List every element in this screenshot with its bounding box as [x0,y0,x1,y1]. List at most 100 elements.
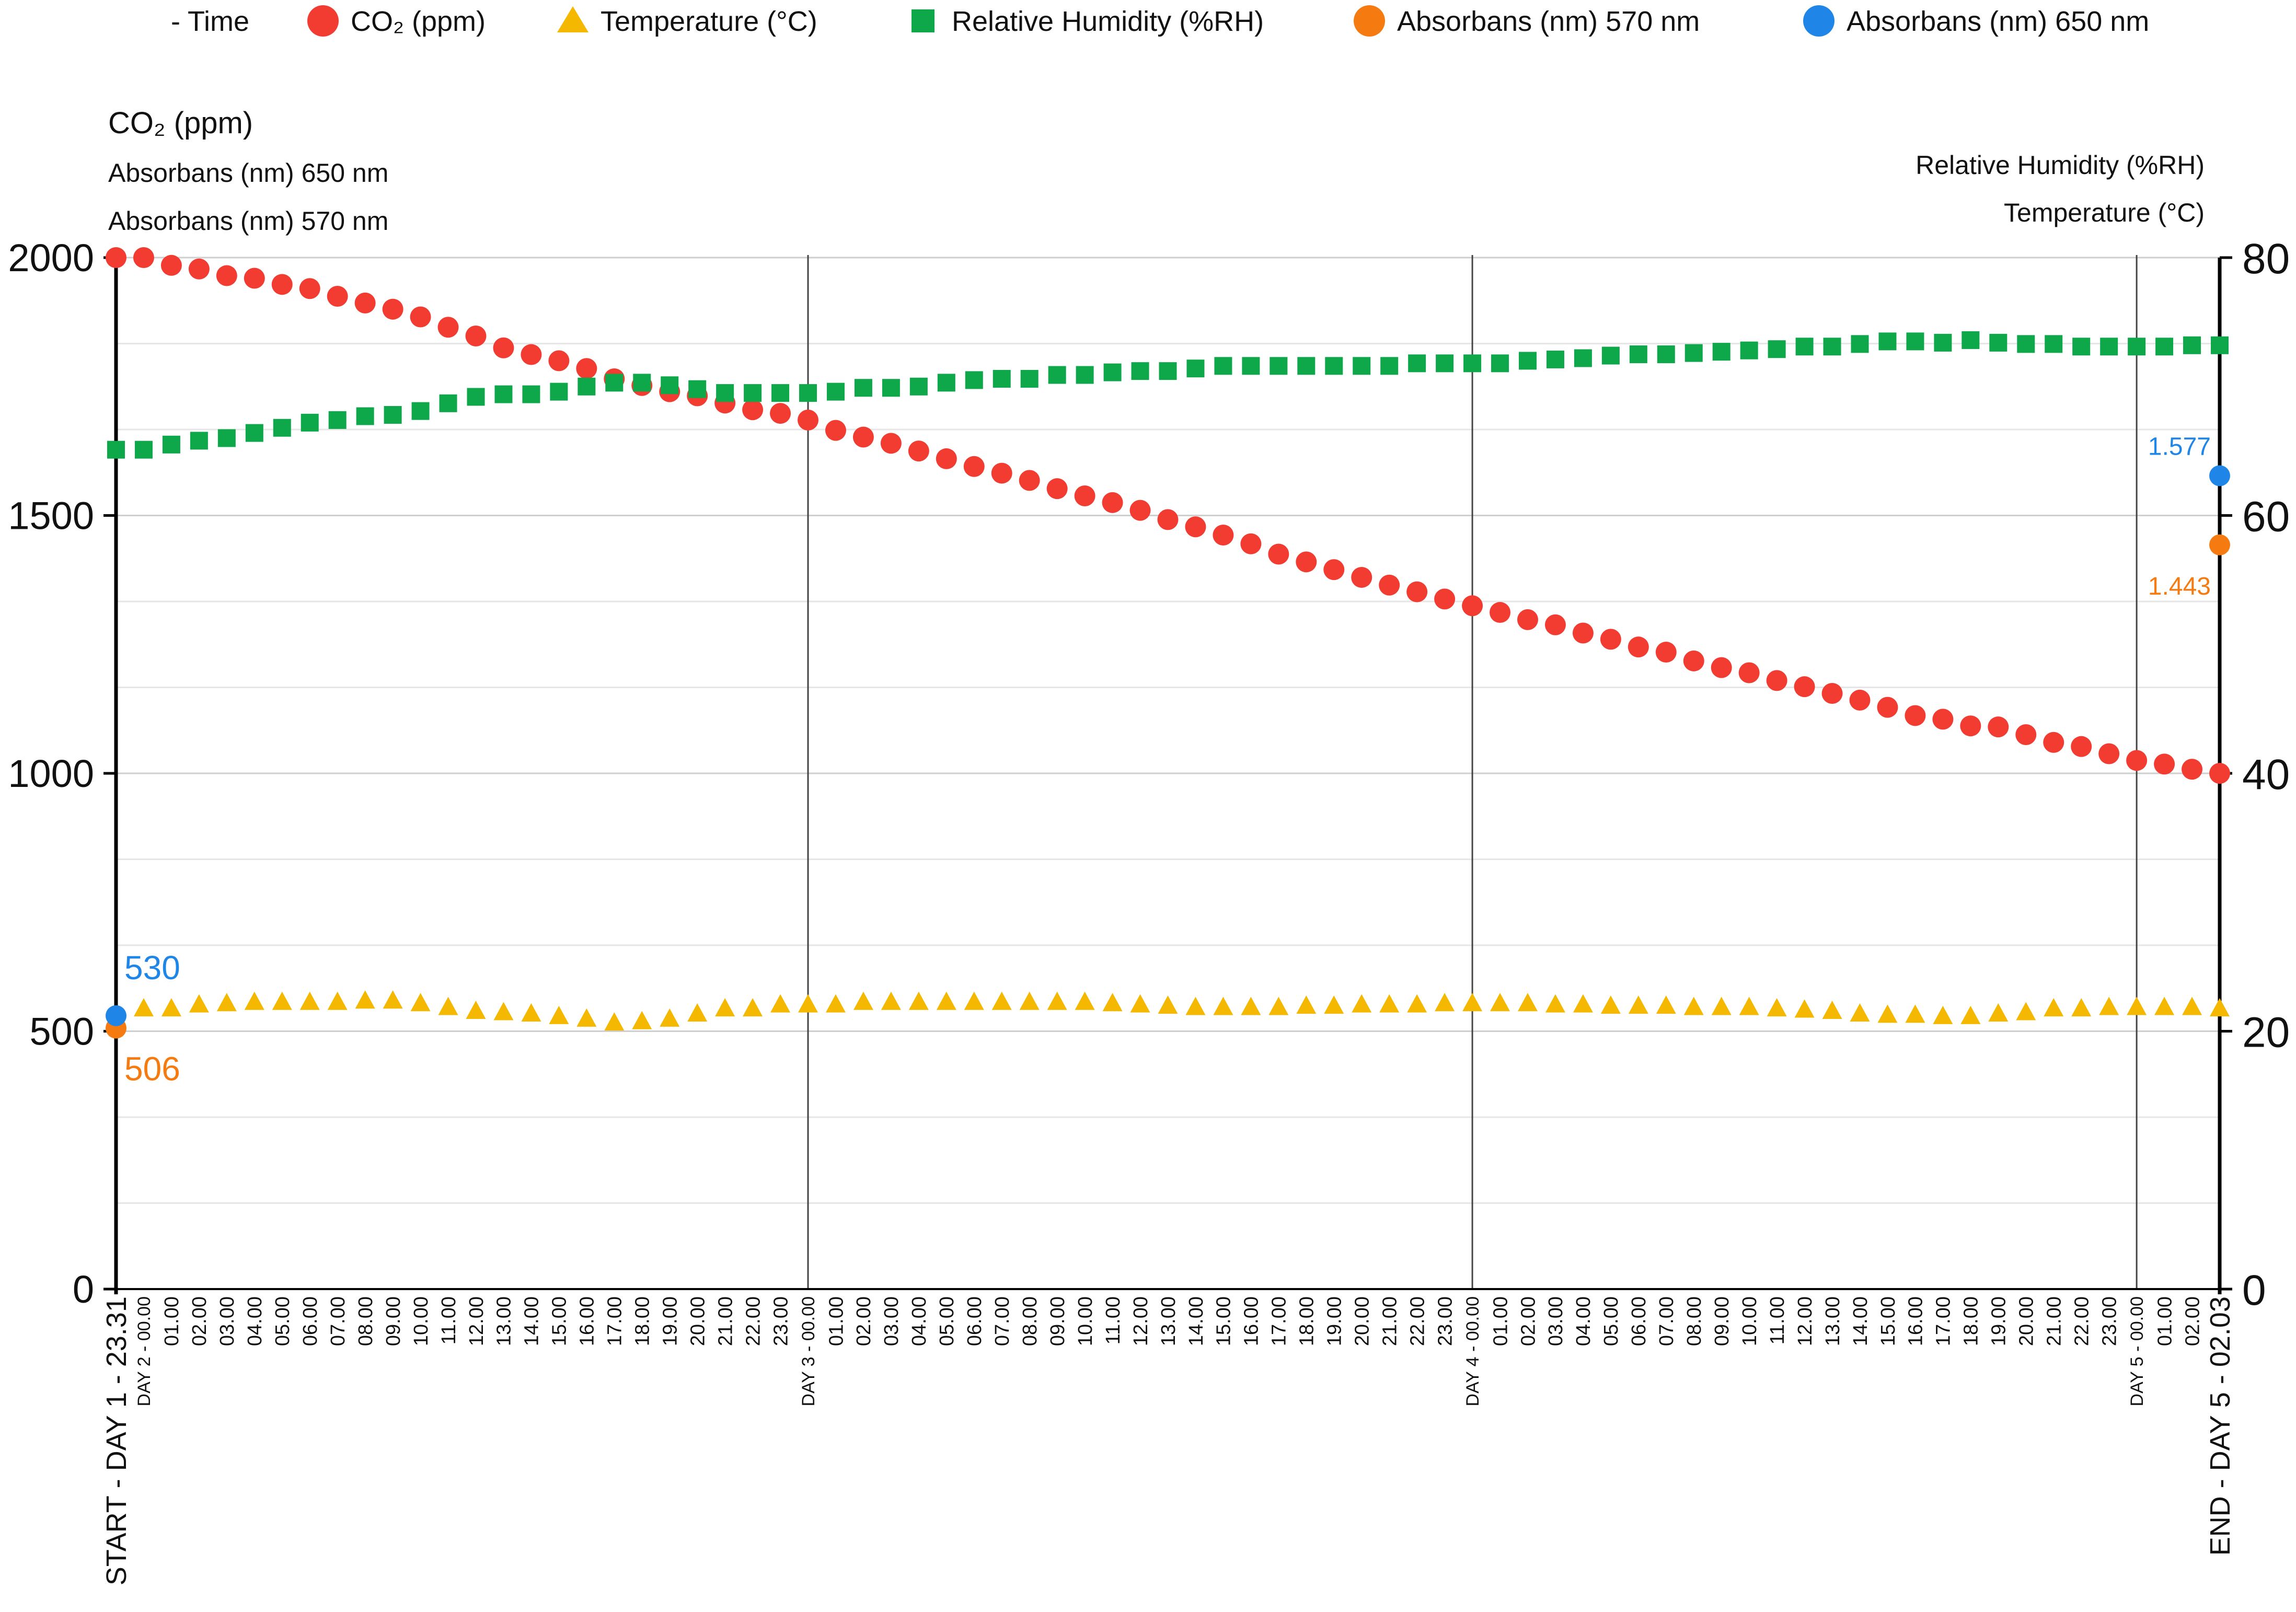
x-axis-label: 15.00 [1213,1296,1235,1346]
data-point [356,407,374,425]
data-point [328,411,347,429]
x-axis-label: 22.00 [742,1296,764,1346]
x-axis-label: 16.00 [576,1296,598,1346]
data-point [633,374,651,392]
data-point [2044,998,2064,1017]
legend-label: Relative Humidity (%RH) [952,6,1264,37]
data-point [2071,736,2092,757]
data-point [1711,996,1732,1015]
data-point [327,286,348,307]
x-axis-label: 13.00 [493,1296,515,1346]
data-point [908,440,929,462]
legend-marker-triangle [557,6,589,32]
data-point [1020,369,1039,388]
data-point [1131,362,1149,380]
data-point [2154,753,2175,775]
data-point [1794,999,1815,1018]
right-tick-label: 60 [2242,493,2290,541]
data-point [1463,354,1482,373]
data-point [354,292,376,314]
data-point [2126,750,2148,771]
x-axis-label: 12.00 [1794,1296,1816,1346]
x-axis-label: 01.00 [825,1296,847,1346]
data-point [661,376,679,395]
left-tick-label: 500 [30,1010,94,1053]
data-point [605,374,624,392]
right-tick-label: 40 [2242,751,2290,798]
data-point [1545,994,1565,1013]
gridlines [116,257,2220,1290]
x-axis-label: 22.00 [2071,1296,2093,1346]
data-point [1186,359,1205,378]
data-point [1241,996,1261,1015]
data-point [798,409,819,431]
data-point [467,388,485,406]
data-point [936,448,957,469]
data-point [853,991,873,1010]
data-point [299,991,320,1010]
x-axis-label: 07.00 [1656,1296,1678,1346]
data-point [825,994,846,1013]
data-point [1629,345,1647,364]
data-point [1380,357,1399,375]
data-point [1462,595,1483,617]
data-point [770,994,791,1013]
x-axis-label: DAY 4 - 00.00 [1463,1296,1483,1406]
data-point [272,991,292,1010]
x-axis-label: 01.00 [161,1296,183,1346]
data-point [1157,509,1179,530]
data-point [384,406,402,424]
data-point [1130,994,1150,1013]
data-point [245,424,263,442]
x-axis-label: 07.00 [991,1296,1013,1346]
data-point [2155,338,2174,356]
data-point [881,991,901,1010]
x-axis-label: 03.00 [881,1296,903,1346]
data-point [1656,995,1676,1014]
data-point [1768,340,1786,358]
data-point [1296,551,1317,573]
legend-label: CO₂ (ppm) [351,6,486,37]
data-point [437,317,459,338]
data-point [550,382,568,401]
data-point [1572,622,1594,644]
x-axis-label: 12.00 [1130,1296,1152,1346]
data-point [1046,478,1068,500]
data-point [107,440,125,459]
data-label: 1.443 [2148,573,2211,600]
data-point [1740,341,1758,359]
data-point [687,1003,708,1022]
x-axis-label: 09.00 [383,1296,405,1346]
data-point [632,1011,652,1029]
x-axis-label: 07.00 [327,1296,349,1346]
x-axis-label: 21.00 [1379,1296,1401,1346]
data-point [1213,525,1234,546]
data-point [1906,332,1924,351]
x-axis-label: 11.00 [438,1296,460,1344]
data-point [993,369,1011,388]
data-point [1435,993,1455,1012]
data-point [1047,991,1067,1010]
x-axis-label: 15.00 [1877,1296,1899,1346]
data-point [1544,614,1566,635]
data-point [133,247,154,268]
data-point [578,377,596,396]
data-point [1932,709,1954,730]
data-point [909,377,928,396]
x-axis-label: 14.00 [1850,1296,1872,1346]
data-point [521,1003,541,1022]
data-point [1989,333,2007,352]
data-point [770,403,791,424]
x-axis-label: START - DAY 1 - 23.31 [101,1296,132,1585]
data-point [1574,349,1592,367]
data-point [1240,533,1262,554]
data-point [2071,998,2092,1017]
x-axis-label: 08.00 [1683,1296,1705,1346]
data-point [133,998,154,1017]
axes [114,258,2222,1294]
x-axis-label: 20.00 [1352,1296,1374,1346]
data-point [880,433,902,454]
data-point [716,384,734,402]
data-point [1877,697,1898,718]
